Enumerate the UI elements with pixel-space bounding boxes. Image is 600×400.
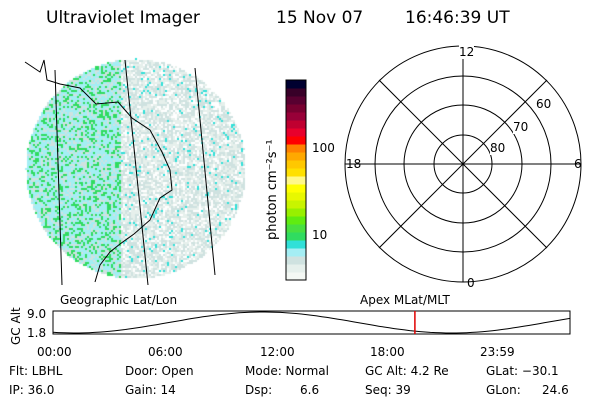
seq: Seq: 39 [365,383,411,397]
altitude-curve [52,311,571,334]
colorbar-frame [285,79,307,281]
colorbar [285,79,307,281]
colorbar-segment [286,96,306,105]
altitude-plot [52,310,571,335]
lat-label-70: 70 [513,120,529,134]
colorbar-tick-10: 10 [312,228,328,242]
colorbar-segment [286,208,306,217]
colorbar-segment [286,232,306,241]
colorbar-segment [286,176,306,185]
mlt-label-12: 12 [459,45,475,59]
mlt-label-18: 18 [346,157,362,171]
colorbar-segment [286,264,306,273]
xtick-1: 06:00 [148,345,183,359]
dsp-value: 6.6 [300,383,320,397]
colorbar-tick-100: 100 [312,141,335,155]
date: 15 Nov 07 [276,8,364,28]
coastline [24,59,173,283]
colorbar-segment [286,112,306,121]
colorbar-segment [286,144,306,153]
mlt-label-0: 0 [467,276,475,290]
ytick-1.8: 1.8 [27,326,47,340]
colorbar-segment [286,168,306,177]
dsp-label: Dsp: [245,383,273,397]
colorbar-segment [286,200,306,209]
xtick-4: 23:59 [480,345,515,359]
colorbar-segment [286,88,306,97]
colorbar-segment [286,160,306,169]
door: Door: Open [125,364,194,378]
xtick-3: 18:00 [370,345,405,359]
colorbar-segment [286,128,306,137]
geographic-grid-lines [24,59,216,286]
gain: Gain: 14 [125,383,176,397]
filter: Flt: LBHL [9,364,63,378]
colorbar-segment [286,240,306,249]
colorbar-label: photon cm⁻²s⁻¹ [265,139,280,240]
colorbar-segment [286,272,306,281]
colorbar-segment [286,248,306,257]
lat-label-80: 80 [490,141,506,155]
colorbar-segment [286,216,306,225]
colorbar-segment [286,184,306,193]
mlt-label-6: 6 [574,157,582,171]
time: 16:46:39 UT [405,8,510,28]
gc-alt: GC Alt: 4.2 Re [365,364,449,378]
ip: IP: 36.0 [9,383,55,397]
lat-label-60: 60 [536,97,552,111]
geographic-label: Geographic Lat/Lon [60,293,178,307]
instrument-title: Ultraviolet Imager [46,8,200,28]
glon-value: 24.6 [542,383,569,397]
colorbar-segment [286,120,306,129]
colorbar-segment [286,256,306,265]
colorbar-segment [286,152,306,161]
colorbar-segment [286,192,306,201]
xtick-2: 12:00 [260,345,295,359]
glat: GLat: −30.1 [486,364,559,378]
apex-label: Apex MLat/MLT [360,293,450,307]
ytick-9: 9.0 [27,307,47,321]
colorbar-segment [286,136,306,145]
polar-grid [344,45,582,283]
mode: Mode: Normal [245,364,329,378]
xtick-0: 00:00 [37,345,72,359]
colorbar-segment [286,104,306,113]
altitude-ylabel: GC Alt [9,307,23,345]
glon-label: GLon: [486,383,521,397]
colorbar-segment [286,80,306,89]
colorbar-segment [286,224,306,233]
